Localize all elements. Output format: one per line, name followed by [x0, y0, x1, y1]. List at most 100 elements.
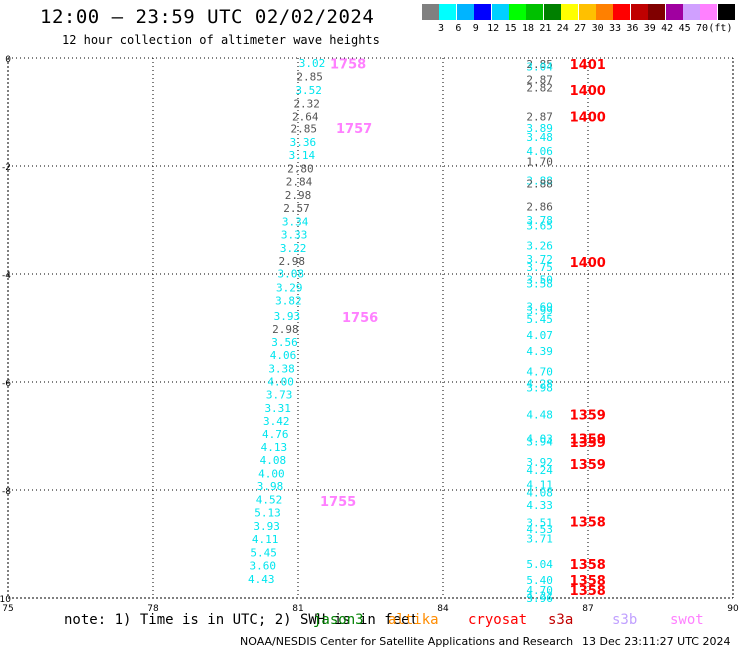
scale-label: 36	[626, 23, 639, 34]
swh-value: 3.98	[257, 480, 284, 493]
chart-title: 12:00 – 23:59 UTC 02/02/2024	[40, 6, 375, 28]
swh-value: 4.76	[262, 428, 289, 441]
swh-value: 3.98	[526, 381, 553, 394]
swh-value: 3.22	[280, 242, 307, 255]
swh-value: 5.40	[526, 574, 553, 587]
swh-value: 4.13	[261, 441, 288, 454]
swh-value: 4.33	[526, 499, 553, 512]
swh-value: 3.52	[295, 84, 322, 97]
scale-swatch	[509, 4, 526, 20]
swh-value: 4.11	[252, 533, 279, 546]
swh-value: 2.88	[526, 177, 553, 190]
swh-value: 3.96	[526, 592, 553, 605]
scale-label: 39	[643, 23, 656, 34]
swh-value: 3.02	[299, 57, 326, 70]
y-tick-label: -6	[2, 379, 11, 389]
time-label: 1358	[570, 515, 606, 530]
scale-label: 24	[556, 23, 569, 34]
scale-swatch	[561, 4, 579, 20]
swh-value: 4.53	[526, 523, 553, 536]
mission-label-swot: swot	[670, 612, 704, 628]
scale-swatch	[526, 4, 544, 20]
scale-swatch	[596, 4, 613, 20]
swh-value: 2.85	[291, 123, 318, 136]
swh-value: 2.84	[286, 176, 313, 189]
x-tick-label: 75	[2, 604, 13, 614]
scale-swatch	[474, 4, 492, 20]
scale-label: 18	[521, 23, 535, 34]
swh-value: 2.85	[296, 70, 323, 83]
swh-value: 2.87	[526, 74, 553, 87]
swh-value: 3.56	[271, 336, 298, 349]
swh-value: 3.92	[526, 456, 553, 469]
swh-value: 3.14	[289, 149, 316, 162]
swh-value: 5.45	[250, 547, 277, 560]
swh-value: 3.29	[276, 282, 303, 295]
swh-value: 3.78	[526, 214, 553, 227]
scale-swatch	[491, 4, 509, 20]
swh-value: 5.45	[526, 313, 553, 326]
x-tick-label: 84	[437, 604, 449, 614]
swh-value: 3.72	[526, 253, 553, 266]
scale-swatch	[700, 4, 718, 20]
swh-value: 3.99	[526, 305, 553, 318]
time-label: 1758	[330, 57, 366, 72]
time-label: 1358	[570, 584, 606, 599]
scale-label: 6	[455, 23, 462, 34]
swh-value: 3.93	[274, 310, 301, 323]
mission-label-altika: altika	[388, 612, 439, 628]
scale-label: 30	[591, 23, 604, 34]
swh-value: 4.70	[526, 366, 553, 379]
swh-value: 3.93	[253, 520, 280, 533]
swh-value: 3.58	[526, 278, 553, 291]
swh-value: 2.80	[287, 163, 314, 176]
swh-value: 4.11	[526, 479, 553, 492]
scale-label: 12	[487, 23, 500, 34]
scale-label: 21	[539, 23, 552, 34]
swh-value: 4.00	[258, 467, 285, 480]
time-label: 1401	[570, 58, 606, 73]
swh-value: 4.06	[526, 145, 553, 158]
swh-value: 3.65	[526, 219, 553, 232]
scale-label: 15	[504, 23, 517, 34]
time-label: 1756	[342, 311, 378, 326]
swh-value: 2.32	[293, 97, 320, 110]
swh-value: 2.82	[526, 82, 553, 95]
scale-swatch	[717, 4, 735, 20]
x-tick-label: 90	[727, 604, 739, 614]
swh-value: 4.08	[260, 454, 287, 467]
swh-value: 3.69	[526, 300, 553, 313]
swh-value: 5.13	[254, 507, 281, 520]
note-text: note: 1) Time is in UTC; 2) SWH is in fe…	[64, 612, 419, 628]
scale-swatch	[613, 4, 631, 20]
scale-label: 3	[437, 23, 445, 34]
scale-swatch	[422, 4, 439, 20]
swh-value: 4.06	[270, 349, 297, 362]
scale-label: 9	[472, 23, 479, 34]
swh-value: 4.28	[526, 378, 553, 391]
swh-value: 2.98	[285, 189, 312, 202]
swh-value: 4.22	[526, 589, 553, 602]
swh-value: 3.48	[526, 131, 553, 144]
swh-value: 4.08	[526, 487, 553, 500]
swh-value: 3.88	[526, 175, 553, 188]
mission-label-s3a: s3a	[548, 612, 574, 628]
footer-timestamp: 13 Dec 23:11:27 UTC 2024	[582, 635, 731, 648]
time-label: 1358	[570, 558, 606, 573]
scale-label: 42	[661, 23, 674, 34]
swh-value: 3.04	[526, 61, 553, 74]
swh-value: 3.08	[278, 267, 305, 280]
scale-swatch	[648, 4, 666, 20]
swh-value: 2.98	[272, 323, 299, 336]
swh-value: 2.87	[526, 110, 553, 123]
swh-value: 2.85	[526, 58, 553, 71]
time-label: 1400	[570, 84, 606, 99]
x-tick-label: 87	[582, 604, 593, 614]
swh-value: 4.07	[526, 329, 553, 342]
x-tick-label: 81	[292, 604, 303, 614]
swh-value: 3.71	[526, 533, 553, 546]
plot-frame	[7, 57, 734, 599]
time-label: 1755	[320, 495, 356, 510]
swh-value: 3.38	[268, 363, 295, 376]
